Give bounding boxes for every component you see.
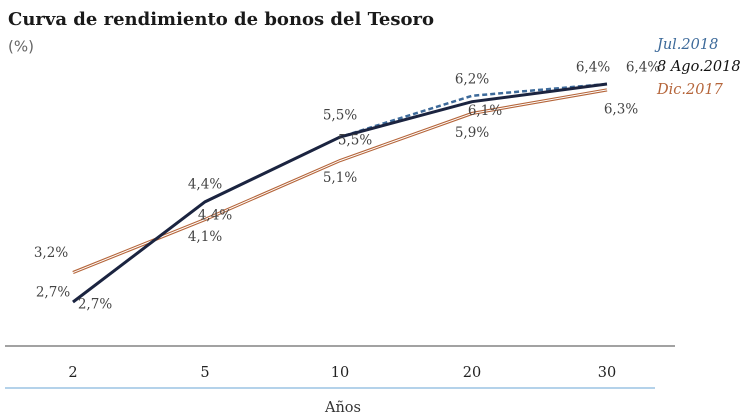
legend-label: 8 Ago.2018	[657, 59, 741, 75]
data-label: 6,2%	[455, 71, 489, 87]
data-label: 4,1%	[188, 229, 222, 245]
legend-label: Dic.2017	[656, 82, 724, 98]
x-tick-label: 30	[598, 365, 616, 381]
data-label: 6,4%	[576, 60, 610, 76]
data-label: 5,1%	[323, 170, 357, 186]
data-label: 5,5%	[323, 108, 357, 124]
x-axis-label: Años	[324, 400, 361, 416]
data-label: 6,1%	[468, 103, 502, 119]
data-label: 6,4%	[626, 60, 660, 76]
legend-label: Jul.2018	[654, 37, 718, 53]
chart-title: Curva de rendimiento de bonos del Tesoro	[8, 9, 434, 30]
line-series-core	[72, 89, 608, 274]
data-label: 2,7%	[78, 297, 112, 313]
x-tick-label: 2	[68, 365, 77, 381]
data-label: 5,5%	[338, 133, 372, 149]
data-label: 4,4%	[188, 176, 222, 192]
data-label: 6,3%	[604, 101, 638, 117]
line-series	[72, 82, 608, 304]
data-label: 2,7%	[36, 285, 70, 301]
x-tick-label: 10	[331, 365, 349, 381]
chart-subtitle: (%)	[8, 38, 34, 56]
data-label: 5,9%	[455, 125, 489, 141]
data-label: 4,4%	[198, 207, 232, 223]
data-label: 3,2%	[34, 245, 68, 261]
x-tick-label: 20	[463, 365, 481, 381]
x-tick-label: 5	[200, 365, 209, 381]
